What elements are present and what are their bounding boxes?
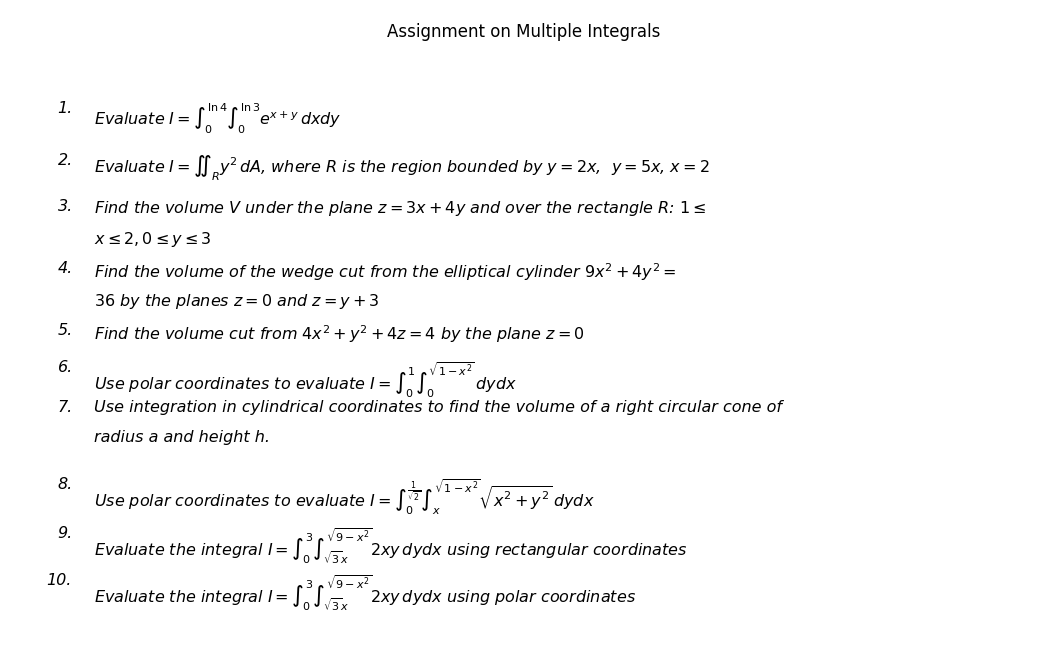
Text: $36$ by the planes $z = 0$ and $z = y + 3$: $36$ by the planes $z = 0$ and $z = y + … bbox=[94, 292, 380, 311]
Text: Use polar coordinates to evaluate $I = \int_0^{\frac{1}{\sqrt{2}}} \int_x^{\sqrt: Use polar coordinates to evaluate $I = \… bbox=[94, 477, 595, 517]
Text: 9.: 9. bbox=[58, 526, 73, 541]
Text: Evaluate $I = \int_0^{\ln 4} \int_0^{\ln 3} e^{x+y}\,dxdy$: Evaluate $I = \int_0^{\ln 4} \int_0^{\ln… bbox=[94, 101, 341, 136]
Text: Evaluate the integral $I = \int_0^{3} \int_{\sqrt{3}x}^{\sqrt{9-x^2}} 2xy\,dydx$: Evaluate the integral $I = \int_0^{3} \i… bbox=[94, 573, 637, 613]
Text: 1.: 1. bbox=[58, 101, 73, 116]
Text: Evaluate the integral $I = \int_0^{3} \int_{\sqrt{3}x}^{\sqrt{9-x^2}} 2xy\,dydx$: Evaluate the integral $I = \int_0^{3} \i… bbox=[94, 526, 688, 565]
Text: 6.: 6. bbox=[58, 360, 73, 375]
Text: Assignment on Multiple Integrals: Assignment on Multiple Integrals bbox=[386, 23, 661, 41]
Text: Find the volume of the wedge cut from the elliptical cylinder $9x^2 + 4y^2 =$: Find the volume of the wedge cut from th… bbox=[94, 261, 676, 283]
Text: Use integration in cylindrical coordinates to find the volume of a right circula: Use integration in cylindrical coordinat… bbox=[94, 400, 782, 415]
Text: $x \leq 2, 0 \leq y \leq 3$: $x \leq 2, 0 \leq y \leq 3$ bbox=[94, 230, 211, 249]
Text: 3.: 3. bbox=[58, 199, 73, 214]
Text: 10.: 10. bbox=[46, 573, 71, 588]
Text: 7.: 7. bbox=[58, 400, 73, 415]
Text: 8.: 8. bbox=[58, 477, 73, 492]
Text: 4.: 4. bbox=[58, 261, 73, 276]
Text: radius a and height h.: radius a and height h. bbox=[94, 430, 270, 445]
Text: Use polar coordinates to evaluate $I = \int_0^{1} \int_0^{\sqrt{1-x^2}}\,dydx$: Use polar coordinates to evaluate $I = \… bbox=[94, 360, 517, 400]
Text: Evaluate $I = \iint_R y^2\,dA$, where $R$ is the region bounded by $y = 2x$,  $y: Evaluate $I = \iint_R y^2\,dA$, where $R… bbox=[94, 153, 710, 183]
Text: 2.: 2. bbox=[58, 153, 73, 168]
Text: Find the volume cut from $4x^2 + y^2 + 4z = 4$ by the plane $z = 0$: Find the volume cut from $4x^2 + y^2 + 4… bbox=[94, 323, 585, 345]
Text: Find the volume $V$ under the plane $z = 3x + 4y$ and over the rectangle $R$: $1: Find the volume $V$ under the plane $z =… bbox=[94, 199, 707, 218]
Text: 5.: 5. bbox=[58, 323, 73, 338]
